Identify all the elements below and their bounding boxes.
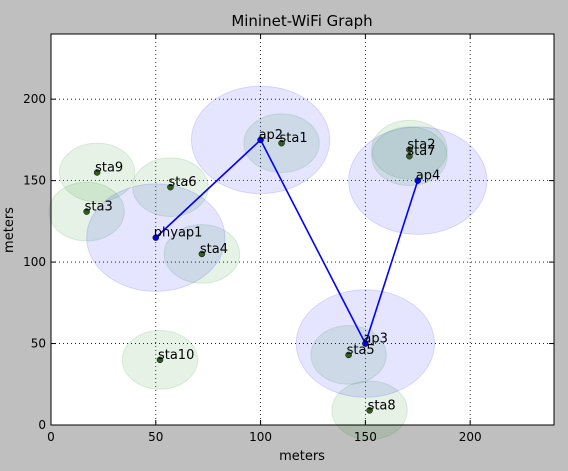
station-label-sta2: sta2 [407, 138, 435, 153]
station-label-sta9: sta9 [95, 160, 123, 175]
y-tick-label: 150 [23, 174, 46, 188]
ap-label-ap3: ap3 [363, 332, 388, 347]
station-marker-sta9 [93, 169, 101, 176]
station-marker-sta2 [406, 146, 413, 153]
x-axis-label: meters [279, 449, 325, 464]
ticks-layer: 0 50 100 150 200 0 50 100 150 200 [23, 34, 554, 444]
ap-marker-ap4 [414, 177, 422, 184]
station-marker-sta3 [83, 208, 90, 215]
link-phyap1-ap2 [155, 139, 262, 239]
ap-marker-ap3 [362, 340, 369, 347]
ap-label-phyap1: phyap1 [154, 226, 203, 241]
station-marker-sta6 [167, 183, 174, 191]
plot-area [51, 34, 554, 425]
range-circles-layer [48, 85, 488, 441]
x-tick-label: 0 [47, 430, 55, 444]
station-label-sta5: sta5 [347, 343, 375, 358]
links-layer [155, 139, 419, 344]
station-label-sta4: sta4 [200, 242, 228, 257]
station-label-sta1: sta1 [280, 131, 308, 146]
station-label-sta6: sta6 [168, 175, 196, 190]
station-marker-sta1 [278, 139, 285, 147]
station-marker-sta4 [198, 250, 206, 258]
ap-marker-phyap1 [152, 234, 160, 241]
station-marker-sta7 [406, 152, 413, 160]
plot-frame [50, 33, 555, 426]
ap-label-ap4: ap4 [416, 169, 441, 184]
x-tick-label: 50 [148, 430, 163, 444]
link-ap2-ap3 [259, 139, 367, 344]
y-axis-label: meters [2, 207, 17, 253]
station-marker-sta10 [156, 356, 164, 364]
x-tick-label: 200 [459, 430, 482, 444]
station-marker-sta8 [366, 407, 373, 414]
ap-label-ap2: ap2 [259, 128, 284, 143]
x-tick-label: 100 [249, 430, 272, 444]
y-tick-label: 100 [23, 255, 46, 269]
station-marker-sta5 [345, 351, 352, 359]
station-label-sta8: sta8 [368, 398, 396, 413]
x-tick-label: 150 [354, 430, 377, 444]
chart-title: Mininet-WiFi Graph [231, 12, 372, 30]
nodes-layer [83, 136, 422, 414]
y-tick-label: 50 [31, 337, 46, 351]
link-ap3-ap4 [364, 180, 419, 344]
y-tick-label: 0 [38, 418, 46, 432]
ap-marker-ap2 [257, 136, 264, 144]
station-label-sta3: sta3 [85, 200, 113, 215]
station-label-sta7: sta7 [407, 144, 435, 159]
station-label-sta10: sta10 [158, 348, 194, 363]
y-tick-label: 200 [23, 92, 46, 106]
